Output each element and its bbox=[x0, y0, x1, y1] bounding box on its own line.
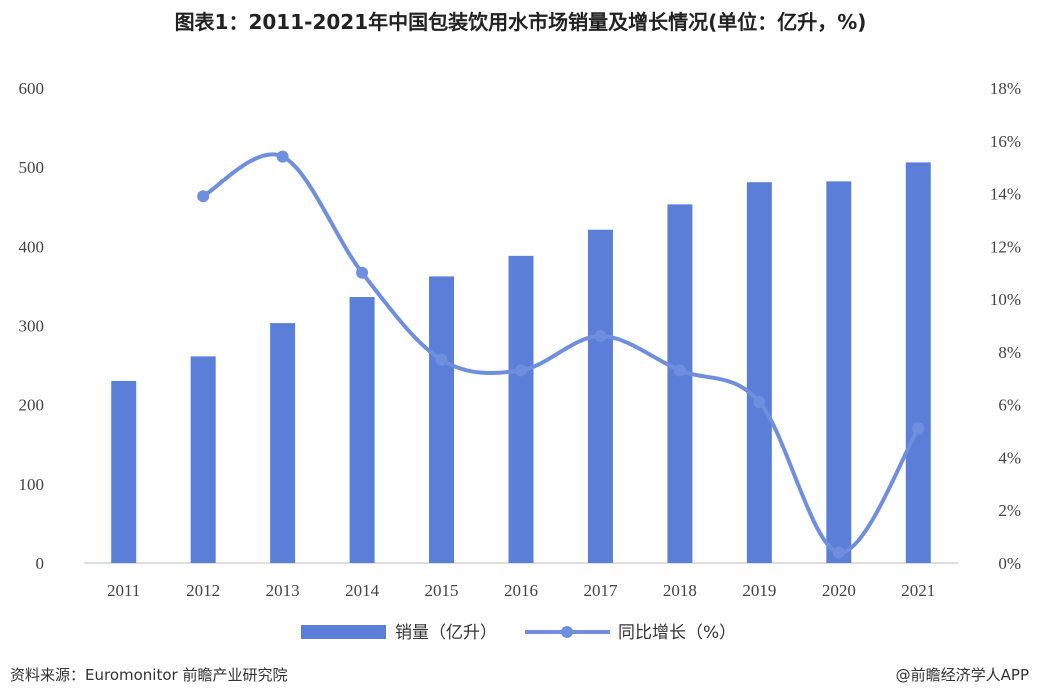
legend-line-label: 同比增长（%） bbox=[618, 623, 736, 643]
right-tick-label: 8% bbox=[998, 343, 1021, 362]
right-tick-label: 12% bbox=[990, 237, 1021, 256]
line-point bbox=[197, 190, 210, 203]
x-tick-label: 2014 bbox=[345, 581, 380, 600]
bar bbox=[111, 380, 137, 563]
bar bbox=[190, 356, 216, 563]
chart-title: 图表1：2011-2021年中国包装饮用水市场销量及增长情况(单位：亿升，%) bbox=[174, 10, 867, 34]
line-point bbox=[673, 364, 686, 377]
right-tick-label: 16% bbox=[990, 132, 1021, 151]
right-tick-label: 6% bbox=[998, 396, 1021, 415]
bar bbox=[587, 229, 613, 564]
x-tick-label: 2012 bbox=[186, 581, 220, 600]
bar bbox=[667, 204, 693, 563]
bar bbox=[349, 297, 375, 563]
line-point bbox=[832, 546, 845, 559]
right-tick-label: 4% bbox=[998, 448, 1021, 467]
left-axis-ticks: 0 100 200 300 400 500 600 bbox=[19, 79, 45, 573]
right-axis-ticks: 0% 2% 4% 6% 8% 10% 12% 14% 16% 18% bbox=[990, 79, 1021, 573]
x-tick-label: 2020 bbox=[822, 581, 856, 600]
legend: 销量（亿升） 同比增长（%） bbox=[301, 623, 736, 643]
source-note: 资料来源：Euromonitor 前瞻产业研究院 bbox=[10, 666, 288, 684]
legend-bar-label: 销量（亿升） bbox=[395, 623, 497, 643]
bar bbox=[905, 162, 931, 563]
x-tick-label: 2017 bbox=[583, 581, 618, 600]
line-series bbox=[197, 150, 925, 559]
x-tick-label: 2011 bbox=[107, 581, 140, 600]
x-tick-label: 2021 bbox=[901, 581, 935, 600]
line-point bbox=[435, 353, 448, 366]
x-tick-label: 2015 bbox=[425, 581, 459, 600]
x-axis-ticks: 2011 2012 2013 2014 2015 2016 2017 2018 2019 2020… bbox=[107, 581, 935, 600]
line-point bbox=[912, 422, 925, 435]
line-point bbox=[356, 266, 369, 279]
legend-bar-swatch bbox=[301, 625, 386, 639]
line-point bbox=[515, 364, 527, 377]
left-tick-label: 400 bbox=[19, 237, 45, 256]
right-tick-label: 10% bbox=[990, 290, 1021, 309]
x-tick-label: 2018 bbox=[663, 581, 697, 600]
brand-note: @前瞻经济学人APP bbox=[895, 666, 1029, 684]
right-tick-label: 14% bbox=[990, 185, 1021, 204]
left-tick-label: 200 bbox=[19, 396, 45, 415]
left-tick-label: 500 bbox=[19, 158, 45, 177]
bar bbox=[508, 255, 534, 564]
left-tick-label: 100 bbox=[19, 475, 45, 494]
line-point bbox=[594, 330, 607, 343]
x-tick-label: 2013 bbox=[266, 581, 300, 600]
growth-line bbox=[201, 152, 921, 555]
bar bbox=[826, 181, 852, 563]
left-tick-label: 600 bbox=[19, 79, 45, 98]
right-tick-label: 18% bbox=[990, 79, 1021, 98]
line-point bbox=[753, 396, 766, 409]
legend-line-marker bbox=[561, 626, 573, 638]
bar bbox=[746, 182, 772, 564]
x-tick-label: 2016 bbox=[504, 581, 538, 600]
left-tick-label: 300 bbox=[19, 317, 45, 336]
x-tick-label: 2019 bbox=[742, 581, 776, 600]
bar bbox=[270, 323, 296, 563]
right-tick-label: 0% bbox=[998, 554, 1021, 573]
right-tick-label: 2% bbox=[998, 501, 1021, 520]
left-tick-label: 0 bbox=[36, 554, 45, 573]
bar-series bbox=[111, 162, 931, 564]
line-point bbox=[276, 150, 289, 163]
bar bbox=[429, 276, 455, 563]
